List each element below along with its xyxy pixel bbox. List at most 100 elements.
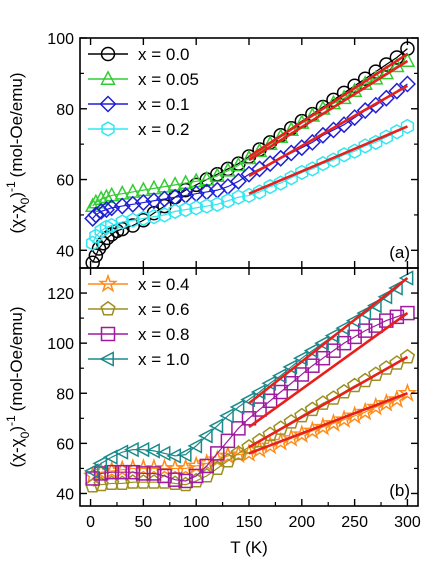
panel-b-data-point	[305, 358, 320, 373]
panel-b-data-point	[115, 464, 130, 480]
panel-b-data-point	[187, 438, 203, 454]
panel-a-legend-label: x = 0.2	[138, 120, 190, 139]
panel-b-x-tick-label: 0	[86, 514, 95, 531]
panel-a-data-point	[94, 223, 108, 239]
panel-b-legend-marker	[100, 300, 116, 316]
panel-b-data-point	[252, 402, 267, 417]
panel-a-data-point	[105, 217, 119, 234]
panel-b-data-point	[229, 399, 245, 415]
panel-b-legend-label: x = 1.0	[138, 350, 190, 369]
panel-a-data-point	[220, 161, 236, 177]
panel-a-y-tick-label: 100	[47, 31, 74, 48]
panel-b-legend-label: x = 0.4	[138, 275, 190, 294]
panel-a-legend-label: x = 0.0	[138, 45, 190, 64]
panel-b-series-x-0-4	[82, 382, 418, 485]
panel-b-data-point	[397, 382, 418, 402]
panel-b-y-tick-label: 100	[47, 336, 74, 353]
panel-a-legend-item: x = 0.0	[88, 45, 190, 64]
panel-b-data-point	[262, 393, 278, 409]
panel-b-data-point	[102, 449, 118, 465]
panel-b-legend: x = 0.4 x = 0.6 x = 0.8 x = 1.0	[88, 273, 190, 369]
panel-b-y-axis-title: (χ-χ0)-1(mol-Oe/emu)	[4, 306, 32, 467]
panel-b-data-point	[208, 418, 224, 434]
panel-b-data-point	[345, 312, 361, 329]
panel-a-data-point	[134, 193, 152, 212]
panel-b-data-point	[146, 466, 162, 481]
panel-b-data-point	[113, 444, 129, 460]
panel-a-data-point	[231, 189, 246, 205]
panel-a-series-line	[92, 48, 408, 263]
panel-a-data-point	[126, 212, 140, 228]
panel-b-data-point	[398, 270, 414, 286]
panel-b-legend-item: x = 0.6	[88, 300, 190, 319]
panel-b-series-x-0-8	[85, 305, 415, 489]
panel-a-data-point	[272, 128, 289, 144]
panel-b-data-point	[376, 392, 397, 412]
panel-a-legend-label: x = 0.1	[138, 95, 190, 114]
panel-a-data-point	[89, 228, 103, 244]
panel-b-legend-label: x = 0.8	[138, 325, 190, 344]
panel-a-data-point	[399, 52, 416, 67]
panel-a-legend-item: x = 0.05	[88, 70, 199, 89]
panel-a-series-x-0-05	[84, 52, 416, 213]
panel-b-legend-marker	[98, 273, 118, 293]
panel-b-x-tick-label: 100	[183, 514, 210, 531]
panel-a-legend-label: x = 0.05	[138, 70, 199, 89]
panel-b-data-point	[219, 408, 234, 424]
panel-a-legend-item: x = 0.1	[88, 95, 190, 114]
panel-a-data-point	[346, 109, 364, 127]
panel-a-data-point	[115, 214, 129, 230]
panel-b-data-point	[315, 350, 331, 366]
panel-a-data-point	[88, 248, 104, 263]
panel-b-data-point	[273, 384, 288, 400]
panel-a-data-point	[155, 190, 174, 208]
panel-b-data-point	[136, 466, 151, 481]
panel-b-data-point	[388, 280, 403, 296]
panel-b-data-point	[167, 472, 183, 487]
panel-b-data-point	[197, 428, 213, 444]
panel-a-data-point	[221, 193, 235, 209]
panel-a-fit-line	[248, 125, 408, 195]
panel-b-data-point	[284, 375, 299, 391]
panel-b-data-point	[85, 471, 100, 486]
panel-b-data-point	[188, 468, 204, 484]
panel-a-data-point	[147, 209, 161, 225]
panel-b-legend-item: x = 1.0	[88, 350, 190, 369]
panel-a-data-point	[103, 199, 121, 217]
panel-b-legend-marker	[100, 326, 116, 342]
panel-a-y-tick-label: 80	[56, 102, 74, 119]
panel-b-data-point	[220, 433, 236, 449]
panel-b-series-line	[92, 392, 408, 477]
panel-b-legend-item: x = 0.8	[88, 325, 190, 344]
panel-b-x-axis-title: T (K)	[230, 538, 267, 557]
panel-a-data-point	[168, 203, 182, 220]
panel-b-data-point	[125, 464, 141, 480]
panel-a-data-point	[262, 135, 278, 151]
panel-b-x-tick-label: 150	[236, 514, 263, 531]
panel-b-data-point	[355, 401, 376, 421]
panel-b-data-point	[326, 343, 341, 358]
panel-b-label: (b)	[389, 481, 410, 500]
panel-a-series-line	[92, 125, 408, 244]
panel-a-fit-line	[248, 84, 409, 178]
panel-b-data-point	[357, 323, 373, 338]
panel-a-data-point	[210, 196, 224, 212]
panel-b-data-point	[377, 289, 393, 305]
panel-a-data-point	[200, 198, 214, 214]
panel-b-data-point	[92, 455, 108, 472]
panel-b-data-point	[334, 409, 354, 428]
panel-b-fit-line	[248, 392, 408, 455]
panel-a-data-point	[145, 192, 163, 210]
panel-a-data-point	[303, 133, 321, 151]
panel-b-x-tick-label: 250	[341, 514, 368, 531]
panel-a-data-point	[136, 210, 151, 227]
panel-b-plot-area	[82, 270, 418, 493]
panel-a-data-point	[400, 118, 415, 135]
panel-b-legend-label: x = 0.6	[138, 300, 190, 319]
panel-a-legend-marker	[101, 121, 115, 137]
panel-a-data-point	[369, 134, 383, 151]
panel-b-data-point	[294, 367, 310, 382]
panel-b-data-point	[368, 318, 383, 333]
